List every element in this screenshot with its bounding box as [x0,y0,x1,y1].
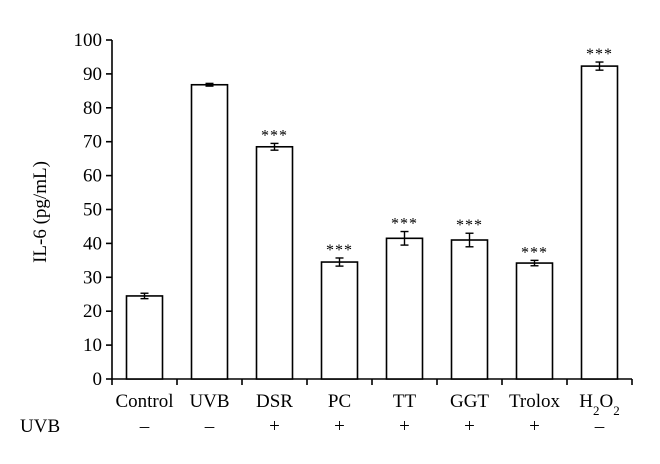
treatment-value: + [529,416,540,437]
bar [125,295,164,380]
treatment-value: + [399,416,410,437]
y-tick-label: 80 [83,98,102,119]
x-tick-label: GGT [450,391,489,412]
bar [190,83,229,380]
x-tick-label: DSR [256,391,293,412]
x-tick-label: H2O2 [579,391,619,418]
y-tick-label: 10 [83,335,102,356]
treatment-value: + [334,416,345,437]
significance-label: *** [521,244,548,261]
bar [255,145,294,380]
x-tick-label: TT [393,391,417,412]
treatment-value: + [464,416,475,437]
y-tick-label: 70 [83,132,102,153]
treatment-value: + [269,416,280,437]
y-tick-label: 0 [93,369,103,390]
significance-label: *** [261,127,288,144]
treatment-value: – [594,416,605,437]
significance-label: *** [586,46,613,63]
y-tick-label: 60 [83,166,102,187]
significance-label: *** [326,242,353,259]
bar [515,262,554,380]
plot-area: 0 10 20 30 40 50 60 70 80 90 100 Control – UVB – *** DSR… [74,30,633,437]
bar [450,239,489,380]
y-tick-label: 40 [83,233,102,254]
y-tick-label: 20 [83,301,102,322]
bar [320,261,359,380]
y-tick-label: 30 [83,267,102,288]
significance-label: *** [391,216,418,233]
significance-label: *** [456,217,483,234]
y-axis-label: IL-6 (pg/mL) [30,161,51,263]
bar [580,65,619,380]
treatment-value: – [204,416,215,437]
y-tick-label: 100 [74,30,103,51]
bar [385,237,424,380]
x-tick-label: Control [115,391,173,412]
y-tick-label: 90 [83,64,102,85]
x-tick-label: UVB [189,391,229,412]
x-tick-label: PC [328,391,351,412]
treatment-row-label: UVB [20,416,60,437]
treatment-value: – [139,416,150,437]
x-tick-label: Trolox [509,391,561,412]
y-tick-label: 50 [83,200,102,221]
